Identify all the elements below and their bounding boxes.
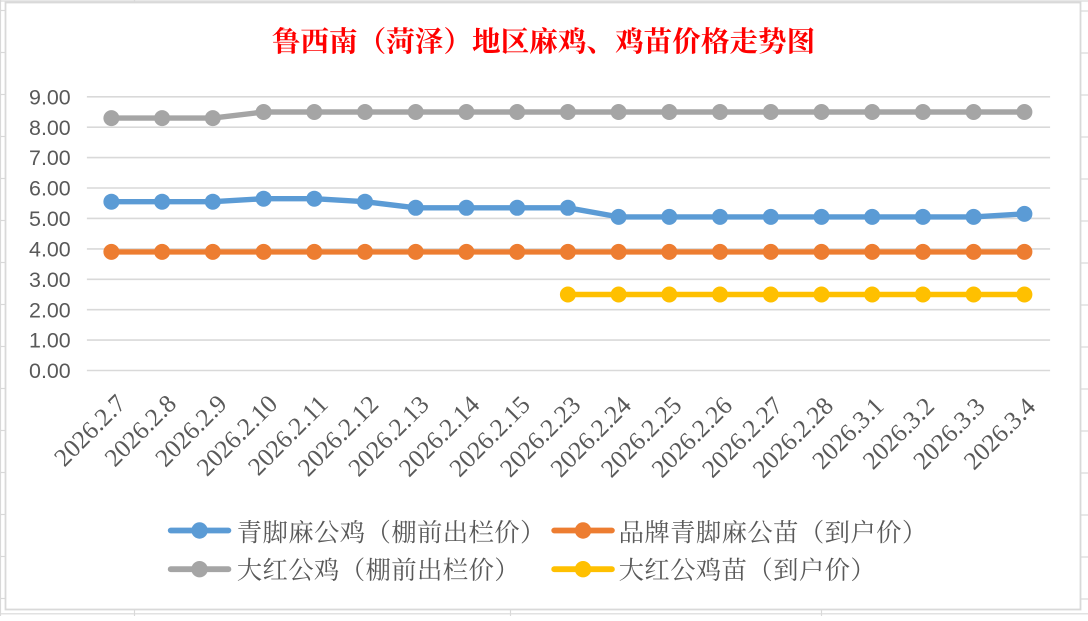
svg-text:4.00: 4.00 — [29, 238, 71, 262]
svg-text:1.00: 1.00 — [29, 329, 71, 353]
svg-text:0.00: 0.00 — [29, 359, 71, 383]
svg-text:3.00: 3.00 — [29, 268, 71, 292]
svg-text:5.00: 5.00 — [29, 207, 71, 231]
svg-text:7.00: 7.00 — [29, 146, 71, 170]
svg-text:8.00: 8.00 — [29, 116, 71, 140]
svg-text:2.00: 2.00 — [29, 298, 71, 322]
svg-text:9.00: 9.00 — [29, 85, 71, 109]
svg-text:6.00: 6.00 — [29, 177, 71, 201]
